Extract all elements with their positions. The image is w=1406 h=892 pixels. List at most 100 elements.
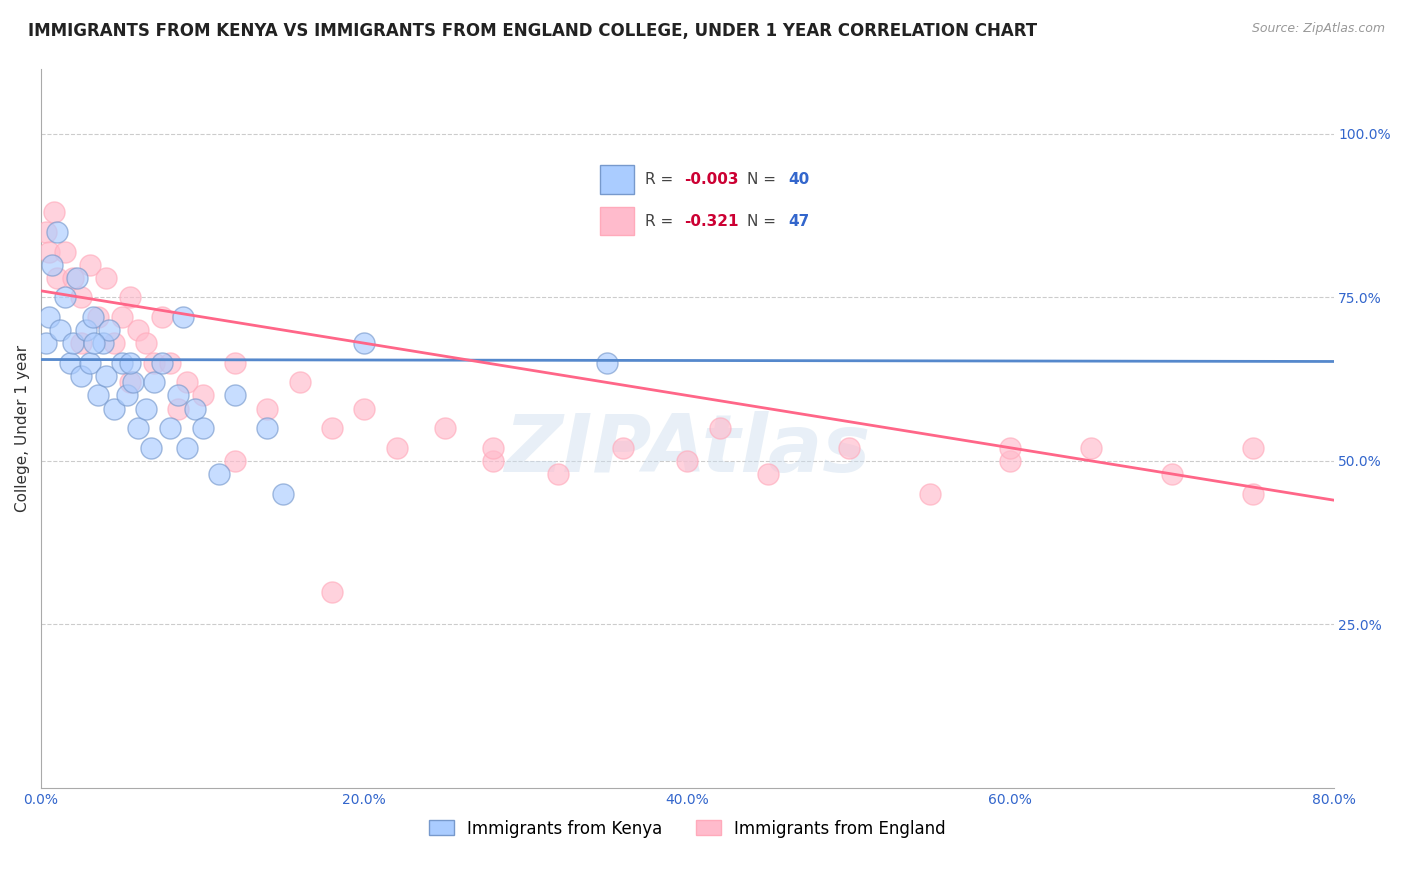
- Point: [612, 441, 634, 455]
- Point: [94, 368, 117, 383]
- Point: [595, 356, 617, 370]
- Point: [183, 401, 205, 416]
- Point: [159, 421, 181, 435]
- Bar: [600, 207, 634, 235]
- Text: IMMIGRANTS FROM KENYA VS IMMIGRANTS FROM ENGLAND COLLEGE, UNDER 1 YEAR CORRELATI: IMMIGRANTS FROM KENYA VS IMMIGRANTS FROM…: [28, 22, 1038, 40]
- Point: [118, 376, 141, 390]
- Point: [53, 244, 76, 259]
- Point: [918, 486, 941, 500]
- Point: [176, 376, 198, 390]
- Point: [53, 290, 76, 304]
- Point: [135, 336, 157, 351]
- Text: -0.003: -0.003: [683, 172, 738, 186]
- Point: [159, 356, 181, 370]
- Point: [38, 310, 60, 324]
- Point: [127, 323, 149, 337]
- Point: [46, 270, 69, 285]
- Point: [139, 441, 162, 455]
- Point: [143, 376, 166, 390]
- Point: [176, 441, 198, 455]
- Point: [224, 356, 246, 370]
- Point: [321, 584, 343, 599]
- Point: [46, 225, 69, 239]
- Point: [42, 205, 65, 219]
- Point: [385, 441, 408, 455]
- Y-axis label: College, Under 1 year: College, Under 1 year: [15, 344, 30, 512]
- Point: [273, 486, 295, 500]
- Point: [79, 258, 101, 272]
- Text: ZIPAtlas: ZIPAtlas: [505, 410, 870, 489]
- Point: [79, 356, 101, 370]
- Bar: [600, 165, 634, 194]
- Point: [38, 244, 60, 259]
- Point: [353, 401, 375, 416]
- Point: [433, 421, 456, 435]
- Point: [676, 454, 699, 468]
- Point: [111, 310, 134, 324]
- Point: [111, 356, 134, 370]
- Point: [288, 376, 311, 390]
- Point: [167, 401, 190, 416]
- Text: 47: 47: [789, 214, 810, 228]
- Point: [208, 467, 231, 481]
- Point: [756, 467, 779, 481]
- Point: [83, 336, 105, 351]
- Point: [35, 336, 58, 351]
- Legend: Immigrants from Kenya, Immigrants from England: Immigrants from Kenya, Immigrants from E…: [422, 813, 952, 844]
- Point: [70, 368, 93, 383]
- Text: R =: R =: [645, 214, 678, 228]
- Point: [135, 401, 157, 416]
- Point: [1080, 441, 1102, 455]
- Point: [191, 421, 214, 435]
- Text: Source: ZipAtlas.com: Source: ZipAtlas.com: [1251, 22, 1385, 36]
- Point: [103, 401, 125, 416]
- Point: [82, 310, 104, 324]
- Point: [482, 454, 505, 468]
- Point: [143, 356, 166, 370]
- Point: [1161, 467, 1184, 481]
- Point: [66, 270, 89, 285]
- Text: N =: N =: [747, 172, 780, 186]
- Point: [1241, 486, 1264, 500]
- Point: [172, 310, 194, 324]
- Point: [86, 388, 108, 402]
- Point: [838, 441, 860, 455]
- Point: [62, 336, 84, 351]
- Point: [150, 356, 173, 370]
- Point: [86, 310, 108, 324]
- Point: [353, 336, 375, 351]
- Point: [709, 421, 731, 435]
- Text: 40: 40: [789, 172, 810, 186]
- Point: [191, 388, 214, 402]
- Point: [35, 225, 58, 239]
- Point: [62, 270, 84, 285]
- Point: [118, 290, 141, 304]
- Text: R =: R =: [645, 172, 678, 186]
- Text: -0.321: -0.321: [683, 214, 738, 228]
- Point: [41, 258, 63, 272]
- Point: [118, 356, 141, 370]
- Point: [59, 356, 82, 370]
- Point: [547, 467, 569, 481]
- Point: [97, 323, 120, 337]
- Point: [70, 290, 93, 304]
- Point: [1241, 441, 1264, 455]
- Point: [224, 454, 246, 468]
- Point: [127, 421, 149, 435]
- Point: [122, 376, 145, 390]
- Point: [256, 401, 278, 416]
- Point: [103, 336, 125, 351]
- Point: [75, 323, 97, 337]
- Point: [49, 323, 72, 337]
- Point: [115, 388, 138, 402]
- Point: [1000, 454, 1022, 468]
- Point: [91, 336, 114, 351]
- Point: [482, 441, 505, 455]
- Point: [94, 270, 117, 285]
- Point: [224, 388, 246, 402]
- Point: [70, 336, 93, 351]
- Text: N =: N =: [747, 214, 780, 228]
- Point: [150, 310, 173, 324]
- Point: [167, 388, 190, 402]
- Point: [321, 421, 343, 435]
